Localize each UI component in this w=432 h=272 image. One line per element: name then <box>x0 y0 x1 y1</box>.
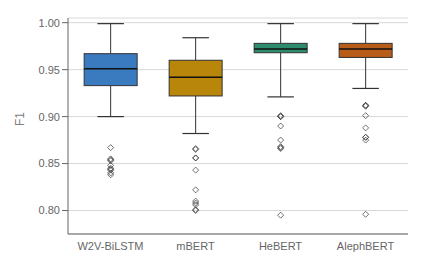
svg-text:0.80: 0.80 <box>39 204 60 216</box>
svg-text:W2V-BiLSTM: W2V-BiLSTM <box>77 240 143 252</box>
svg-text:HeBERT: HeBERT <box>259 240 302 252</box>
svg-text:AlephBERT: AlephBERT <box>337 240 395 252</box>
svg-text:mBERT: mBERT <box>176 240 215 252</box>
svg-text:0.95: 0.95 <box>39 64 60 76</box>
svg-text:0.90: 0.90 <box>39 111 60 123</box>
svg-text:F1: F1 <box>13 112 27 126</box>
svg-text:0.85: 0.85 <box>39 157 60 169</box>
svg-text:1.00: 1.00 <box>39 17 60 29</box>
